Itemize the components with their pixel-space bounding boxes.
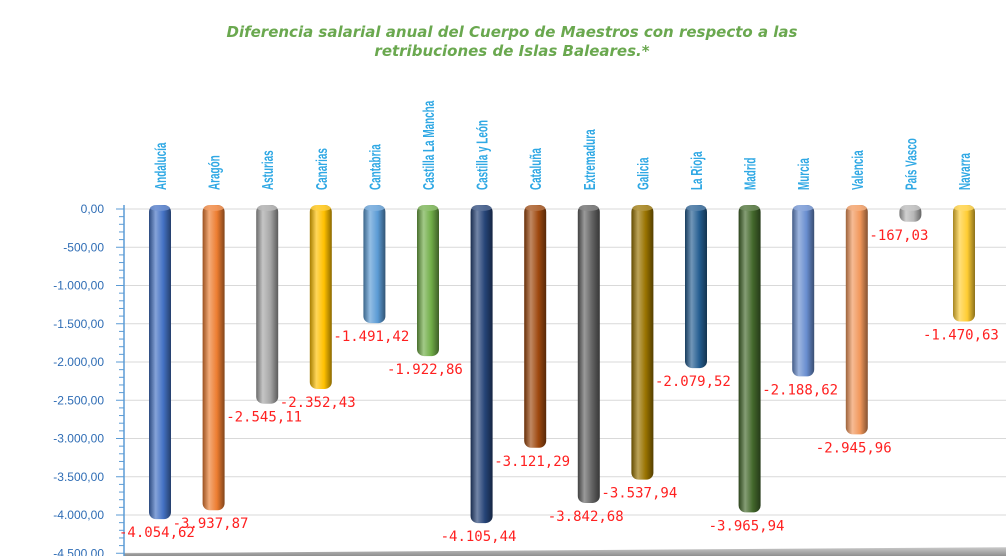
data-label-valencia: -2.945,96 — [816, 440, 892, 456]
bar-cap-asturias — [257, 205, 278, 211]
y-tick-label: -500,00 — [63, 240, 104, 254]
category-label-cataluna: Cataluña — [527, 148, 545, 190]
bar-castilla-y-leon — [470, 205, 493, 524]
data-label-castilla-la-mancha: -1.922,86 — [387, 362, 463, 378]
bar-cap-navarra — [954, 205, 974, 211]
bar-extremadura — [577, 205, 600, 503]
chart-title-line-1: Diferencia salarial anual del Cuerpo de … — [227, 23, 798, 41]
y-tick-label: -3.000,00 — [53, 432, 104, 446]
category-label-la-rioja: La Rioja — [688, 151, 706, 190]
data-label-cataluna: -3.121,29 — [494, 454, 570, 470]
data-label-aragon: -3.937,87 — [173, 516, 249, 532]
y-tick-labels: 0,00 -500,00 -1.000,00 -1.500,00 -2.000,00 -2… — [53, 202, 104, 556]
category-label-castilla-y-leon: Castilla y León — [473, 120, 491, 190]
bar-aragon — [202, 205, 225, 511]
bar-cap-valencia — [846, 205, 867, 211]
bar-madrid — [738, 205, 761, 513]
chart-floor-shape — [124, 547, 1006, 556]
bar-cap-canarias — [310, 205, 331, 211]
category-label-asturias: Asturias — [259, 150, 277, 190]
bar-cantabria — [363, 205, 386, 324]
category-label-extremadura: Extremadura — [580, 129, 598, 190]
y-tick-label: -2.500,00 — [53, 393, 104, 407]
category-label-valencia: Valencia — [848, 150, 866, 190]
bar-cap-castilla-y-leon — [471, 205, 492, 211]
data-label-galicia: -3.537,94 — [601, 486, 677, 502]
bar-cap-galicia — [632, 205, 653, 211]
bar-cap-castilla-la-mancha — [418, 205, 438, 211]
bars — [149, 205, 975, 524]
bar-cap-madrid — [739, 205, 760, 211]
bar-galicia — [631, 205, 654, 480]
y-tick-label: 0,00 — [81, 202, 105, 216]
category-label-aragon: Aragón — [205, 155, 223, 190]
data-label-cantabria: -1.491,42 — [333, 329, 409, 345]
bar-cap-cataluna — [525, 205, 546, 211]
data-label-castilla-y-leon: -4.105,44 — [441, 529, 517, 545]
category-labels: Andalucía Aragón Asturias Canarias Cantabria… — [152, 100, 974, 190]
bar-castilla-la-mancha — [417, 205, 439, 357]
bar-cap-pais-vasco — [900, 205, 921, 211]
y-tick-label: -4.000,00 — [53, 508, 104, 522]
data-label-asturias: -2.545,11 — [226, 410, 302, 426]
data-labels: -4.054,62-3.937,87 -2.545,11-2.352,43 -1.4… — [119, 228, 999, 545]
data-label-extremadura: -3.842,68 — [548, 509, 624, 525]
bar-canarias — [309, 205, 332, 389]
bar-murcia — [792, 205, 815, 377]
bar-cap-extremadura — [578, 205, 599, 211]
data-label-andalucia: -4.054,62 — [119, 525, 195, 541]
category-label-navarra: Navarra — [956, 153, 974, 190]
data-label-pais-vasco: -167,03 — [869, 228, 928, 244]
bar-asturias — [256, 205, 279, 404]
y-axis — [116, 205, 125, 556]
y-tick-label: -1.000,00 — [53, 279, 104, 293]
y-tick-label: -1.500,00 — [53, 317, 104, 331]
category-label-galicia: Galicia — [634, 157, 652, 190]
bar-cataluna — [524, 205, 547, 448]
y-tick-label: -3.500,00 — [53, 470, 104, 484]
bar-navarra — [953, 205, 975, 322]
category-label-cantabria: Cantabria — [366, 144, 384, 190]
data-label-la-rioja: -2.079,52 — [655, 374, 731, 390]
category-label-pais-vasco: País Vasco — [902, 138, 920, 190]
category-label-canarias: Canarias — [312, 148, 330, 190]
bar-cap-cantabria — [364, 205, 385, 211]
chart-floor — [124, 547, 1006, 556]
category-label-andalucia: Andalucía — [152, 142, 170, 190]
y-tick-label: -2.000,00 — [53, 355, 104, 369]
bar-andalucia — [149, 205, 171, 520]
category-label-murcia: Murcia — [795, 158, 813, 190]
category-label-castilla-la-mancha: Castilla La Mancha — [420, 100, 438, 190]
chart-title-line-2: retribuciones de Islas Baleares.* — [374, 42, 649, 60]
bar-la-rioja — [685, 205, 707, 369]
data-label-murcia: -2.188,62 — [762, 382, 838, 398]
data-label-navarra: -1.470,63 — [923, 328, 999, 344]
bar-cap-murcia — [793, 205, 814, 211]
category-label-madrid: Madrid — [741, 158, 759, 190]
bar-cap-andalucia — [150, 205, 170, 211]
y-tick-label: -4.500,00 — [53, 546, 104, 556]
bar-cap-aragon — [203, 205, 224, 211]
bar-valencia — [845, 205, 868, 435]
data-label-canarias: -2.352,43 — [280, 395, 356, 411]
bar-cap-la-rioja — [686, 205, 706, 211]
data-label-madrid: -3.965,94 — [709, 518, 785, 534]
